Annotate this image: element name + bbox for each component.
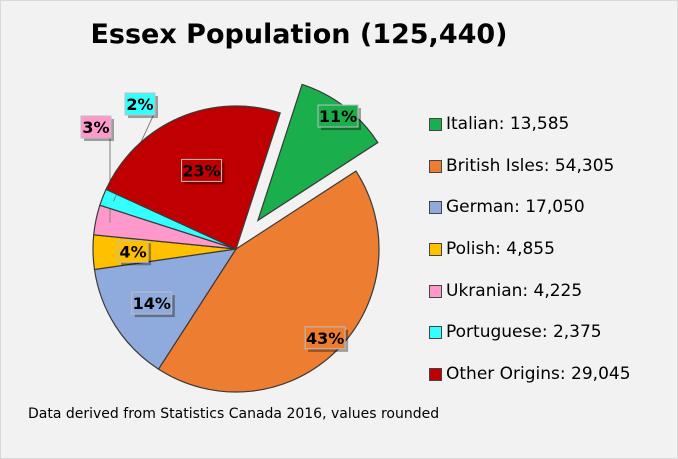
legend-label: Ukranian: 4,225 (446, 280, 583, 301)
chart-legend: Italian: 13,585 British Isles: 54,305 Germ… (429, 113, 631, 405)
legend-swatch (429, 284, 442, 298)
data-label-text: 11% (319, 107, 357, 126)
data-label-text: 23% (182, 161, 220, 180)
legend-item: Polish: 4,855 (429, 238, 631, 280)
data-label-text: 3% (82, 118, 109, 137)
legend-label: Portuguese: 2,375 (446, 322, 602, 343)
legend-swatch (429, 243, 442, 257)
legend-label: Italian: 13,585 (446, 114, 570, 134)
legend-item: Other Origins: 29,045 (429, 363, 631, 405)
data-label-text: 43% (306, 329, 344, 348)
legend-swatch (429, 118, 442, 131)
legend-item: Portuguese: 2,375 (429, 321, 631, 363)
legend-item: British Isles: 54,305 (429, 155, 631, 197)
legend-item: Ukranian: 4,225 (429, 280, 631, 322)
data-label-text: 2% (126, 95, 153, 114)
legend-item: German: 17,050 (429, 196, 631, 238)
legend-swatch (429, 159, 442, 173)
data-label: 23% (181, 158, 225, 185)
legend-label: Other Origins: 29,045 (446, 364, 631, 385)
data-label-text: 14% (133, 294, 171, 313)
data-label: 14% (131, 291, 175, 318)
legend-label: Polish: 4,855 (446, 239, 555, 260)
data-label: 3% (80, 115, 114, 141)
legend-swatch (429, 201, 442, 215)
legend-swatch (429, 368, 442, 382)
legend-label: German: 17,050 (446, 197, 585, 218)
data-label-text: 4% (119, 242, 146, 261)
data-label: 2% (124, 92, 158, 118)
data-label: 4% (117, 239, 152, 266)
legend-swatch (429, 326, 442, 340)
source-note: Data derived from Statistics Canada 2016… (28, 406, 440, 422)
chart-title: Essex Population (125,440) (90, 19, 508, 50)
data-label: 11% (317, 104, 361, 131)
legend-item: Italian: 13,585 (429, 113, 631, 155)
legend-label: British Isles: 54,305 (446, 155, 615, 176)
data-label: 43% (304, 326, 349, 352)
